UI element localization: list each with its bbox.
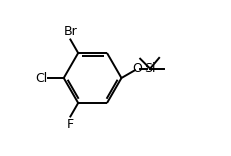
Text: Cl: Cl [35,71,47,85]
Text: Br: Br [63,25,77,38]
Text: Si: Si [144,62,155,75]
Text: F: F [67,118,74,131]
Text: O: O [131,62,141,75]
